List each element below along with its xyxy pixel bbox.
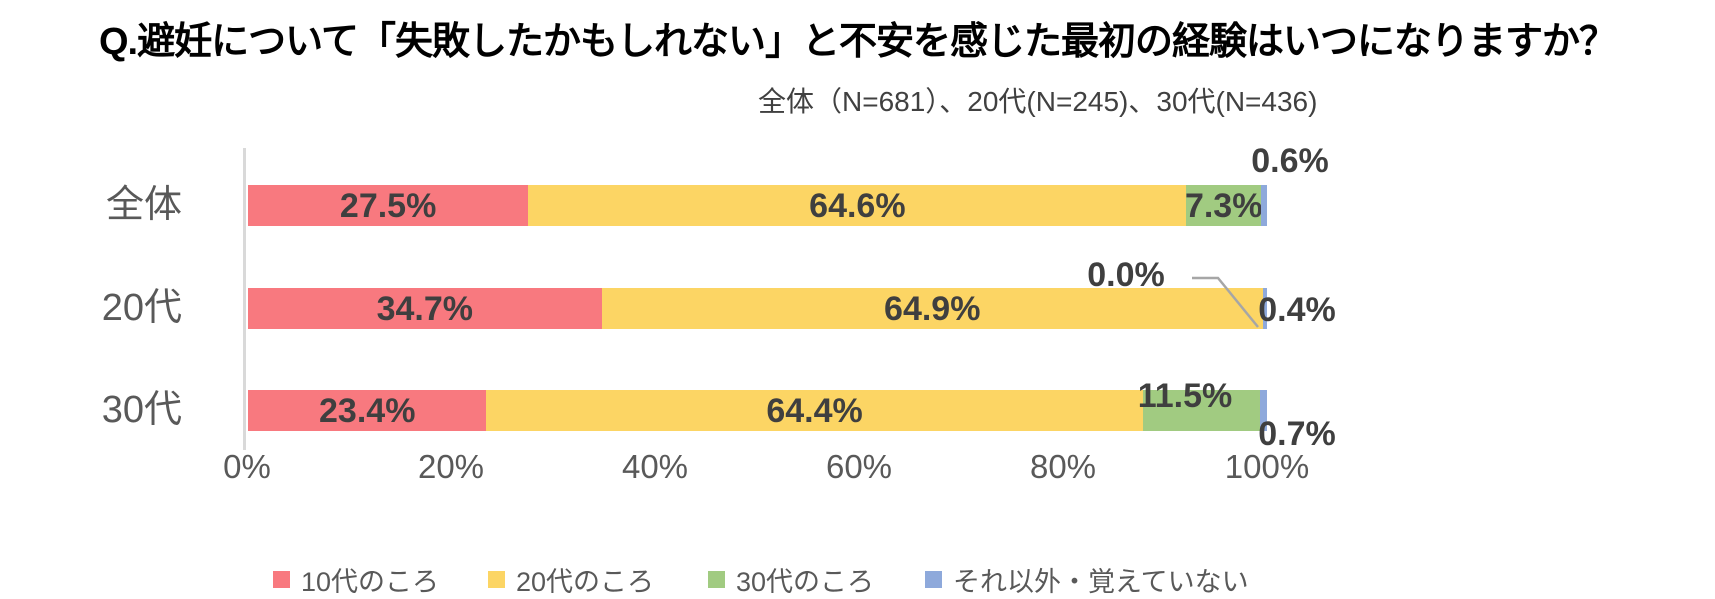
data-label-r1-s1: 64.9% xyxy=(884,289,981,328)
x-tick-label: 0% xyxy=(223,448,271,485)
data-label-r0-s0: 27.5% xyxy=(339,186,437,225)
category-label: 全体 xyxy=(105,184,182,226)
category-label: 30代 xyxy=(101,389,182,431)
legend-item: 10代のころ xyxy=(273,560,439,599)
x-tick-label: 80% xyxy=(1029,448,1097,485)
bar-segment-r0-s2 xyxy=(1186,185,1261,226)
legend-swatch-icon xyxy=(488,571,505,588)
legend-label: 30代のころ xyxy=(736,567,875,597)
data-label-r2-s0: 23.4% xyxy=(319,391,416,430)
bar-segment-r0-s1 xyxy=(528,185,1187,226)
bar-segment-r1-s0 xyxy=(248,288,602,329)
data-label-r0-s3: 0.6% xyxy=(1251,142,1329,180)
data-label-r2-s2: 11.5% xyxy=(1137,377,1233,415)
data-label-r1-s0: 34.7% xyxy=(376,289,473,328)
y-axis-line xyxy=(243,148,246,450)
data-label-r0-s1: 64.6% xyxy=(809,186,906,225)
x-tick-label: 20% xyxy=(417,448,485,485)
legend-label: それ以外・覚えていない xyxy=(953,567,1249,597)
data-label-r2-s1: 64.4% xyxy=(766,391,863,430)
x-tick-label: 100% xyxy=(1224,448,1310,485)
bar-segment-r2-s1 xyxy=(486,390,1143,431)
bar-segment-r2-s3 xyxy=(1259,390,1267,431)
x-tick-label: 60% xyxy=(825,448,893,485)
legend-label: 20代のころ xyxy=(516,567,655,597)
bar-segment-r1-s3 xyxy=(1262,288,1267,329)
bar-segment-r0-s3 xyxy=(1260,185,1267,226)
legend-swatch-icon xyxy=(708,571,725,588)
x-tick-label: 40% xyxy=(621,448,689,485)
data-label-r0-s2: 7.3% xyxy=(1184,186,1263,225)
legend-item: それ以外・覚えていない xyxy=(925,560,1249,599)
legend-item: 30代のころ xyxy=(708,560,874,599)
chart-title: Q.避妊について「失敗したかもしれない」と不安を感じた最初の経験はいつになります… xyxy=(99,21,1617,63)
category-label: 20代 xyxy=(101,287,182,329)
data-label-r1-s3: 0.4% xyxy=(1258,291,1336,329)
legend-item: 20代のころ xyxy=(488,560,654,599)
legend-label: 10代のころ xyxy=(301,567,440,597)
data-label-r2-s3: 0.7% xyxy=(1258,415,1336,453)
legend-swatch-icon xyxy=(925,571,942,588)
bar-segment-r2-s0 xyxy=(248,390,487,431)
bar-segment-r2-s2 xyxy=(1142,390,1260,431)
data-label-r1-s2: 0.0% xyxy=(1087,256,1165,294)
bar-segment-r1-s1 xyxy=(601,288,1263,329)
legend-swatch-icon xyxy=(273,571,290,588)
bar-segment-r0-s0 xyxy=(248,185,529,226)
sample-size-note: 全体（N=681）、20代(N=245)、30代(N=436) xyxy=(758,86,1318,117)
